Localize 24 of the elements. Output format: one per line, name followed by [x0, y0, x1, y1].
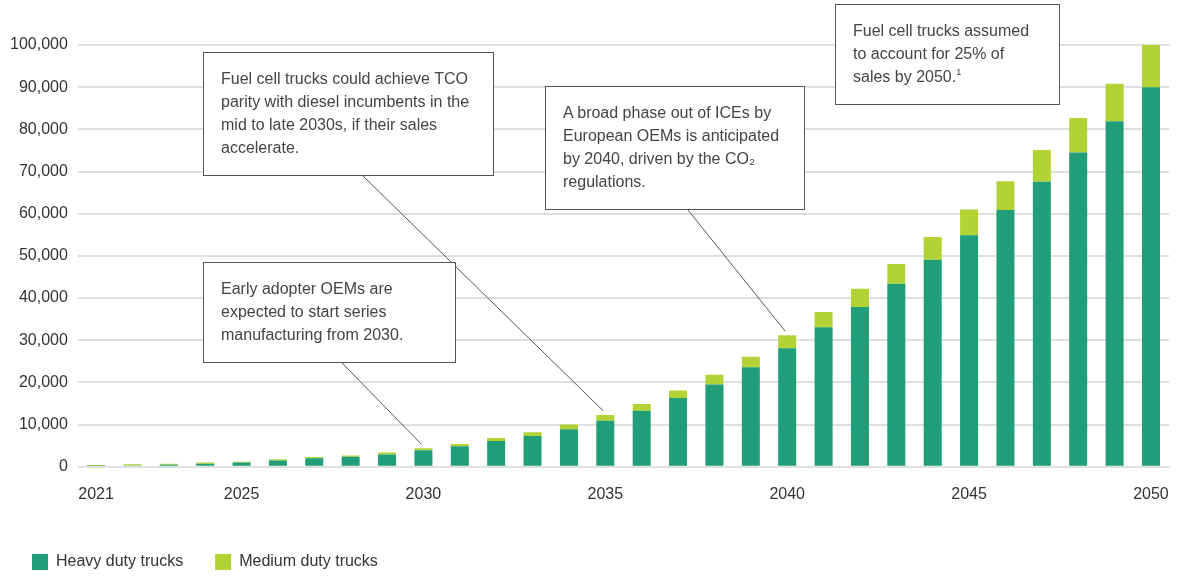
legend-label: Heavy duty trucks [56, 552, 184, 570]
y-tick-label: 70,000 [18, 161, 68, 179]
legend-label: Medium duty trucks [239, 552, 378, 570]
callout-box: Fuel cell trucks assumed to account for 25% of sales by 2050.$^{1}$ [835, 4, 1060, 105]
x-tick-label: 2021 [78, 484, 114, 502]
callout-box: Early adopter OEMs are expected to start series manufacturing from 2030. [203, 262, 456, 363]
y-tick-label: 20,000 [18, 372, 68, 390]
y-tick-label: 50,000 [18, 246, 68, 264]
x-tick-label: 2045 [951, 484, 987, 502]
y-tick-label: 100,000 [9, 35, 68, 53]
y-tick-label: 0 [58, 457, 68, 475]
x-tick-label: 2035 [587, 484, 624, 502]
callout-box: Fuel cell trucks could achieve TCO parity with diesel incumbents in the mid to late 2030s, if their sales accelerate. [203, 52, 494, 176]
x-tick-label: 2030 [405, 484, 442, 502]
y-tick-label: 90,000 [18, 77, 68, 95]
x-tick-label: 2050 [1133, 484, 1169, 502]
x-tick-label: 2040 [769, 484, 806, 502]
y-tick-label: 40,000 [18, 288, 68, 306]
y-tick-label: 80,000 [18, 119, 68, 137]
y-tick-label: 30,000 [18, 330, 68, 348]
y-tick-label: 60,000 [18, 204, 68, 222]
y-tick-label: 10,000 [18, 415, 68, 433]
callout-box: A broad phase out of ICEs by European OEMs is anticipated by 2040, driven by the CO₂ regulations. [545, 86, 805, 210]
x-tick-label: 2025 [223, 484, 260, 502]
